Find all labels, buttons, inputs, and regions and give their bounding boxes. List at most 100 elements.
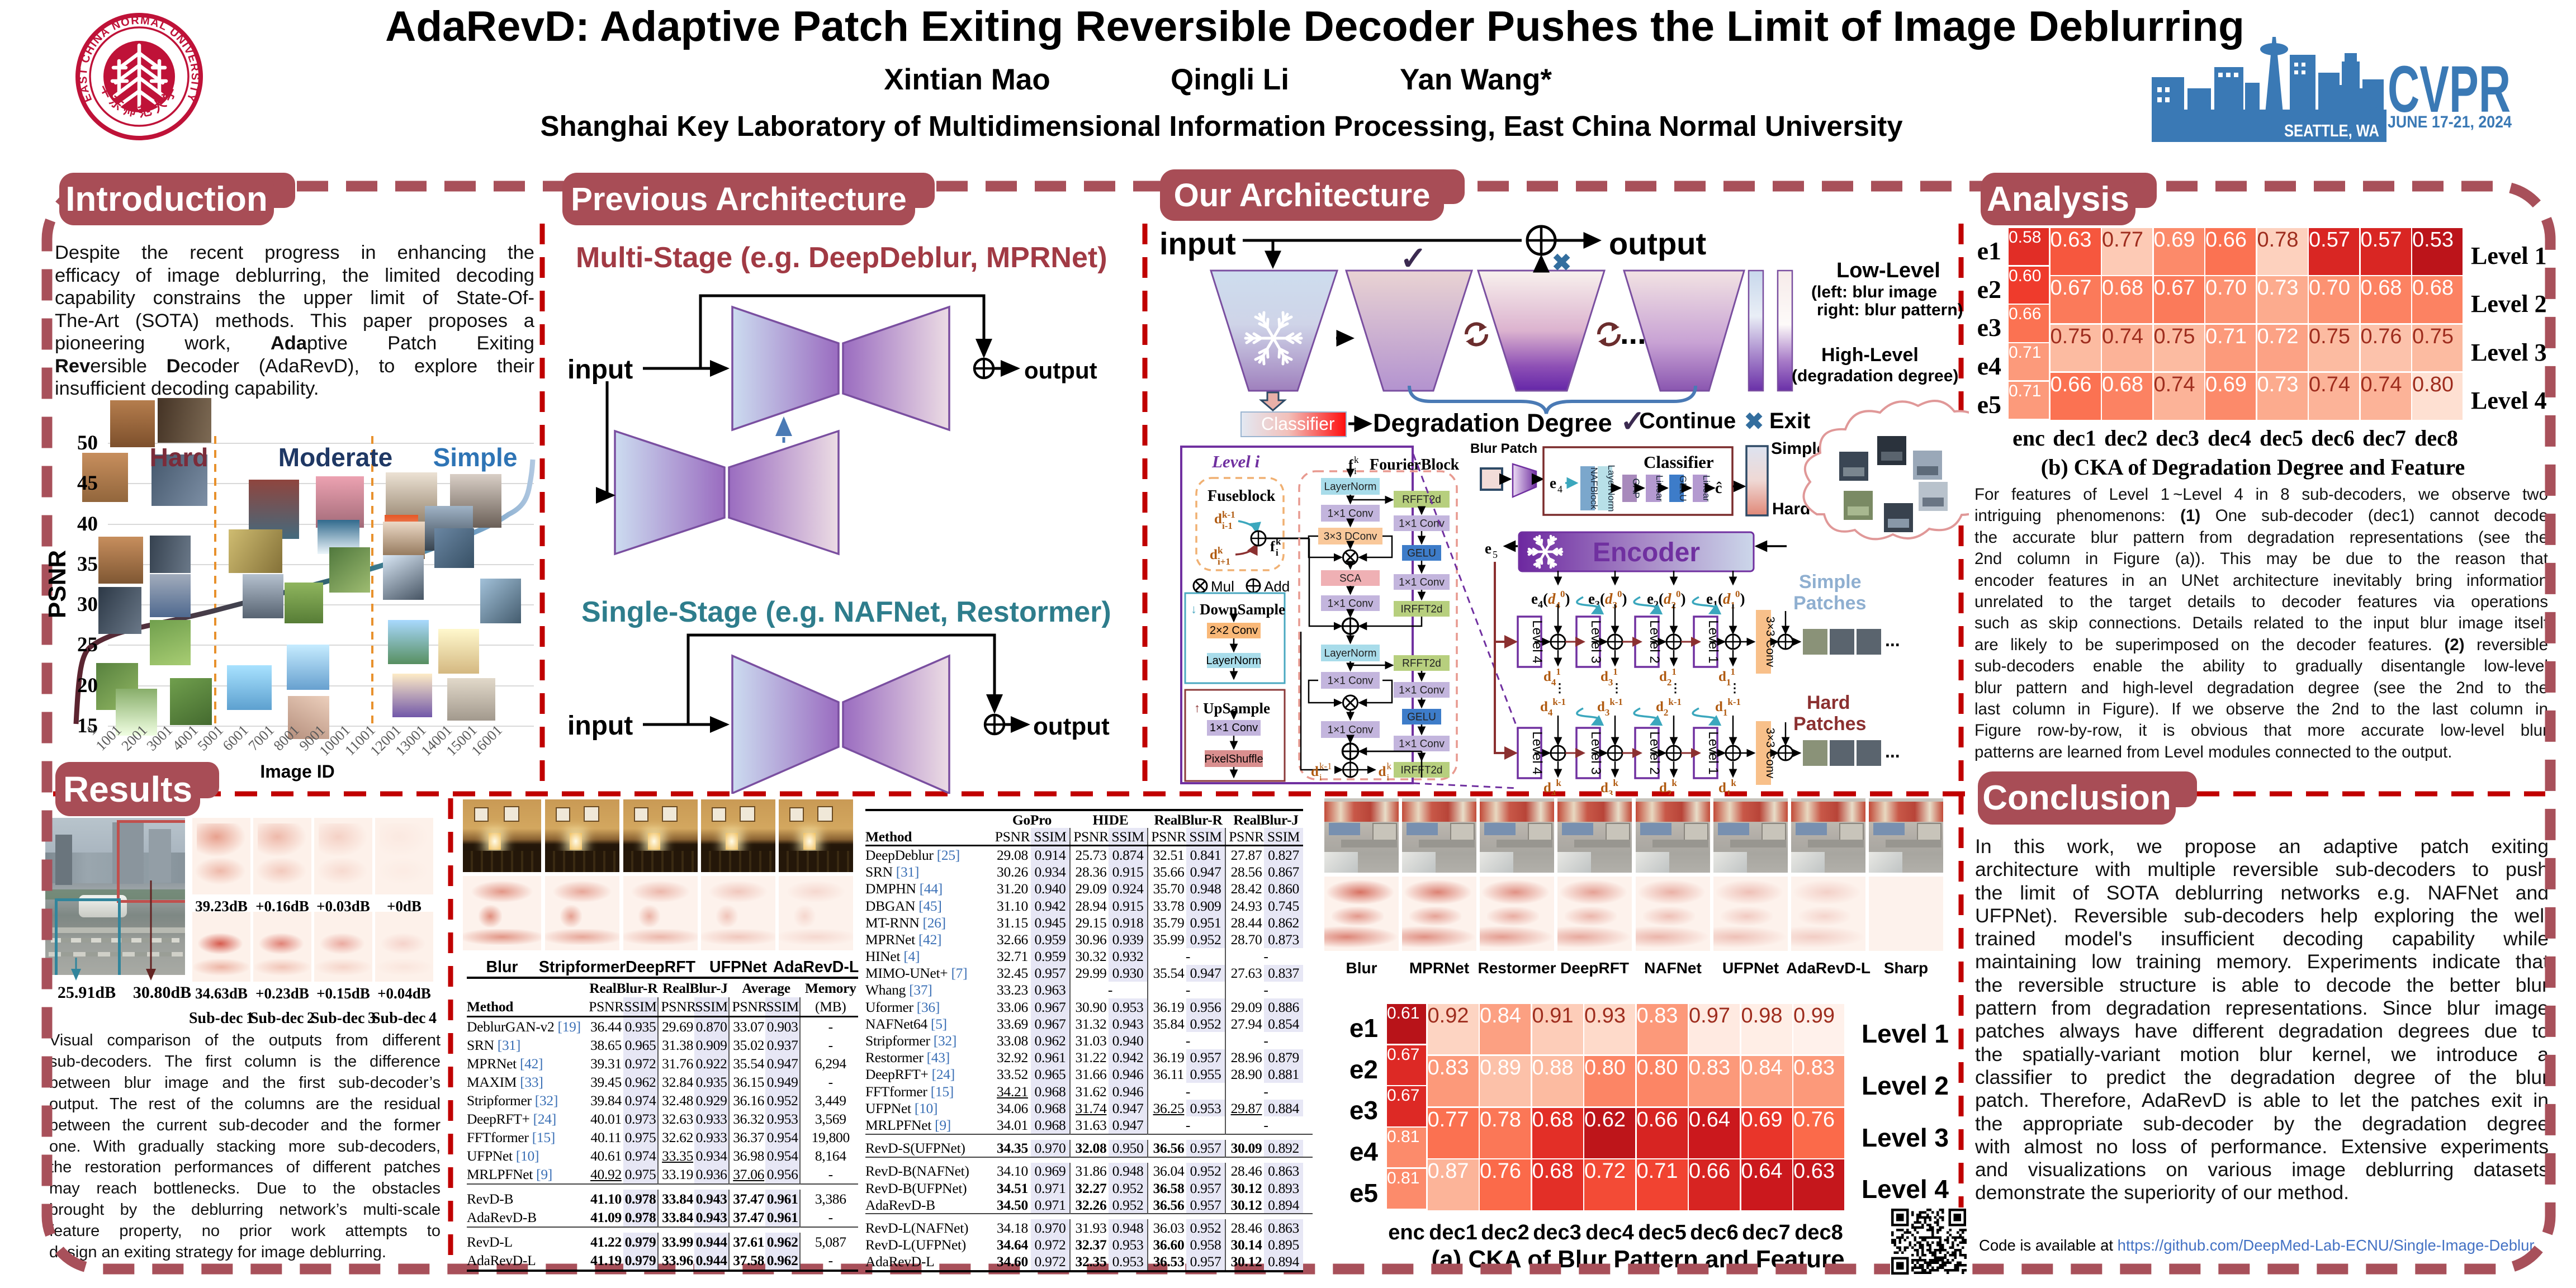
svg-text:✓: ✓ bbox=[1620, 405, 1645, 438]
svg-text:3×3 DConv: 3×3 DConv bbox=[1324, 531, 1377, 543]
svg-text:LayerNorm: LayerNorm bbox=[1206, 655, 1262, 667]
svg-text:SCA: SCA bbox=[1339, 573, 1361, 585]
svg-text:(left: blur image: (left: blur image bbox=[1811, 283, 1937, 301]
svg-text:k-1: k-1 bbox=[1319, 761, 1332, 771]
svg-text:RFFT2d: RFFT2d bbox=[1402, 494, 1441, 506]
svg-text:⋮: ⋮ bbox=[1611, 681, 1623, 695]
svg-text:5: 5 bbox=[1493, 549, 1498, 560]
svg-text:Classifier: Classifier bbox=[1644, 452, 1714, 472]
svg-text:k: k bbox=[1218, 545, 1223, 556]
svg-text:i-1: i-1 bbox=[1222, 520, 1233, 531]
svg-text:Multi-Stage (e.g. DeepDeblur,: Multi-Stage (e.g. DeepDeblur, MPRNet) bbox=[576, 242, 1107, 274]
svg-text:Level i: Level i bbox=[1211, 452, 1260, 471]
svg-text:NAFBlock: NAFBlock bbox=[1589, 467, 1599, 510]
svg-text:i: i bbox=[1319, 772, 1322, 783]
svg-text:Blur Patch: Blur Patch bbox=[1470, 441, 1537, 456]
svg-text:d2k-1: d2k-1 bbox=[1656, 697, 1682, 718]
svg-text:LayerNorm: LayerNorm bbox=[1324, 648, 1377, 660]
svg-text:output: output bbox=[1024, 357, 1097, 383]
svg-text:⋮: ⋮ bbox=[1554, 681, 1566, 695]
svg-text:1×1 Conv: 1×1 Conv bbox=[1399, 518, 1445, 530]
svg-text:i: i bbox=[1354, 466, 1357, 476]
svg-text:e: e bbox=[1485, 540, 1491, 557]
svg-text:d: d bbox=[1210, 547, 1218, 562]
svg-text:1×1 Conv: 1×1 Conv bbox=[1328, 675, 1374, 687]
svg-text:Hard: Hard bbox=[1807, 692, 1850, 713]
svg-text:↓: ↓ bbox=[1191, 602, 1197, 616]
svg-text:output: output bbox=[1033, 713, 1110, 740]
svg-text:input: input bbox=[567, 355, 633, 385]
svg-text:1×1 Conv: 1×1 Conv bbox=[1399, 685, 1445, 697]
svg-text:d4k: d4k bbox=[1543, 778, 1561, 795]
svg-text:k-1: k-1 bbox=[1222, 509, 1235, 520]
svg-text:d3k: d3k bbox=[1600, 778, 1618, 795]
svg-text:Low-Level: Low-Level bbox=[1836, 259, 1940, 282]
svg-text:1×1 Conv: 1×1 Conv bbox=[1328, 724, 1374, 736]
svg-text:4: 4 bbox=[1557, 484, 1562, 495]
svg-text:...: ... bbox=[1885, 741, 1900, 761]
svg-text:k: k bbox=[1354, 454, 1359, 465]
svg-text:Exit: Exit bbox=[1769, 409, 1810, 433]
svg-text:e: e bbox=[1550, 475, 1556, 491]
svg-text:1×1 Conv: 1×1 Conv bbox=[1328, 598, 1374, 610]
svg-text:f: f bbox=[1270, 538, 1275, 555]
svg-text:Simple: Simple bbox=[1799, 571, 1861, 593]
svg-text:input: input bbox=[1159, 226, 1236, 261]
svg-text:d: d bbox=[1311, 764, 1319, 779]
svg-text:1×1 Conv: 1×1 Conv bbox=[1399, 738, 1445, 750]
svg-text:1×1 Conv: 1×1 Conv bbox=[1328, 508, 1374, 520]
svg-text:i: i bbox=[1387, 772, 1390, 783]
svg-text:right: blur pattern): right: blur pattern) bbox=[1817, 301, 1963, 319]
svg-text:LayerNorm: LayerNorm bbox=[1324, 481, 1377, 493]
svg-text:Patches: Patches bbox=[1793, 713, 1866, 735]
svg-text:...: ... bbox=[1885, 630, 1900, 650]
svg-text:d: d bbox=[1214, 512, 1222, 527]
svg-text:d1k-1: d1k-1 bbox=[1715, 697, 1741, 718]
svg-text:SEATTLE, WA: SEATTLE, WA bbox=[2284, 121, 2379, 140]
svg-text:1×1 Conv: 1×1 Conv bbox=[1210, 722, 1258, 734]
svg-text:DownSample: DownSample bbox=[1200, 601, 1285, 618]
svg-text:d: d bbox=[1379, 764, 1386, 779]
svg-text:output: output bbox=[1609, 226, 1706, 261]
svg-text:PixelShuffle: PixelShuffle bbox=[1204, 753, 1263, 765]
svg-text:GELU: GELU bbox=[1407, 548, 1436, 560]
svg-text:GELU: GELU bbox=[1407, 712, 1436, 723]
svg-text:⋮: ⋮ bbox=[1729, 681, 1741, 695]
svg-text:e2(d20): e2(d20) bbox=[1647, 589, 1685, 610]
svg-text:Fuseblock: Fuseblock bbox=[1208, 487, 1276, 505]
svg-text:Classifier: Classifier bbox=[1261, 414, 1335, 434]
svg-text:↑: ↑ bbox=[1194, 701, 1200, 715]
svg-text:d4k-1: d4k-1 bbox=[1540, 697, 1566, 718]
svg-text:i: i bbox=[1276, 547, 1278, 558]
svg-text:CVPR: CVPR bbox=[2388, 53, 2511, 126]
svg-text:IRFFT2d: IRFFT2d bbox=[1401, 604, 1443, 615]
svg-text:Encoder: Encoder bbox=[1593, 538, 1700, 567]
svg-text:RFFT2d: RFFT2d bbox=[1402, 658, 1441, 670]
svg-text:Add: Add bbox=[1264, 578, 1290, 595]
svg-text:input: input bbox=[567, 711, 633, 741]
svg-text:✓: ✓ bbox=[1400, 240, 1427, 277]
svg-text:k: k bbox=[1387, 761, 1392, 771]
svg-text:✖: ✖ bbox=[1552, 249, 1571, 276]
svg-text:High-Level: High-Level bbox=[1821, 344, 1919, 366]
svg-text:d2k: d2k bbox=[1659, 778, 1677, 795]
svg-text:d1k: d1k bbox=[1718, 778, 1736, 795]
svg-text:Single-Stage (e.g. NAFNet, Res: Single-Stage (e.g. NAFNet, Restormer) bbox=[581, 596, 1111, 628]
svg-text:Patches: Patches bbox=[1793, 593, 1866, 614]
svg-text:⋮: ⋮ bbox=[1669, 681, 1682, 695]
svg-text:e4(d40): e4(d40) bbox=[1531, 589, 1570, 610]
svg-text:i+1: i+1 bbox=[1218, 556, 1230, 567]
svg-text:UpSample: UpSample bbox=[1203, 700, 1270, 717]
svg-text:ĉ: ĉ bbox=[1715, 480, 1722, 497]
svg-text:Hard: Hard bbox=[1772, 500, 1810, 518]
svg-text:k: k bbox=[1276, 536, 1281, 547]
svg-text:Mul: Mul bbox=[1211, 578, 1234, 595]
svg-text:2×2 Conv: 2×2 Conv bbox=[1210, 624, 1258, 637]
svg-text:(degradation degree): (degradation degree) bbox=[1792, 367, 1958, 385]
svg-text:✖: ✖ bbox=[1744, 408, 1764, 434]
svg-text:e3(d30): e3(d30) bbox=[1588, 589, 1627, 610]
svg-text:Continue: Continue bbox=[1639, 409, 1736, 433]
svg-text:JUNE 17-21, 2024: JUNE 17-21, 2024 bbox=[2388, 113, 2512, 131]
svg-text:d3k-1: d3k-1 bbox=[1597, 697, 1623, 718]
svg-text:Degradation Degree: Degradation Degree bbox=[1373, 409, 1612, 437]
